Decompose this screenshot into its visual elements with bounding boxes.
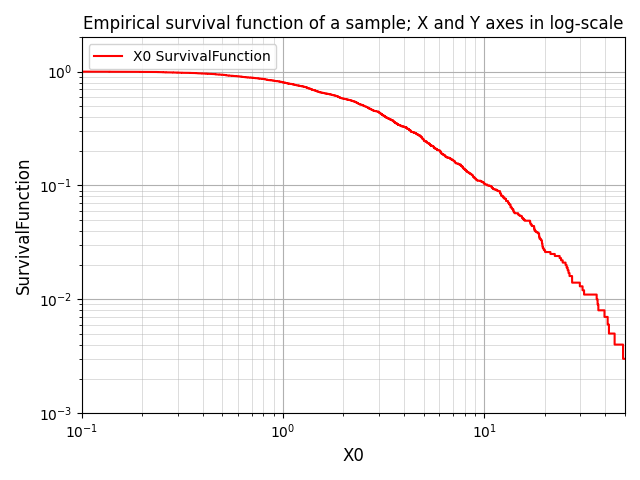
X0 SurvivalFunction <box>347 97 355 103</box>
Title: Empirical survival function of a sample; X and Y axes in log-scale: Empirical survival function of a sample;… <box>83 15 623 33</box>
Legend: X0 SurvivalFunction: X0 SurvivalFunction <box>88 44 276 70</box>
X0 SurvivalFunction <box>429 144 437 149</box>
Line: X0 SurvivalFunction: X0 SurvivalFunction <box>50 72 640 413</box>
X0 SurvivalFunction <box>335 94 343 100</box>
X0 SurvivalFunction <box>404 126 412 132</box>
X0 SurvivalFunction <box>46 69 54 74</box>
X0 SurvivalFunction <box>239 74 246 80</box>
X0 SurvivalFunction <box>436 147 444 153</box>
Y-axis label: SurvivalFunction: SurvivalFunction <box>15 156 33 294</box>
X-axis label: X0: X0 <box>342 447 364 465</box>
